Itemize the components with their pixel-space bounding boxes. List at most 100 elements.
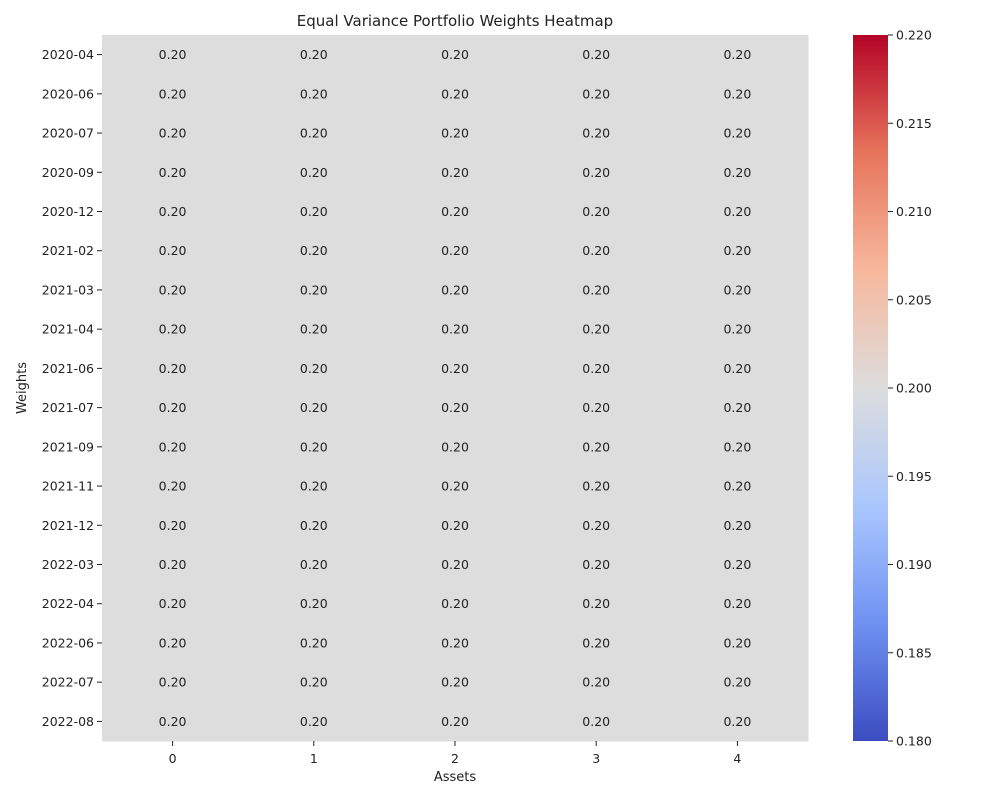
cell-value-label: 0.20 (159, 714, 187, 729)
cell-value-label: 0.20 (300, 282, 328, 297)
heatmap-cell (384, 191, 527, 232)
cell-value-label: 0.20 (159, 322, 187, 337)
heatmap-cell (666, 74, 809, 114)
cell-value-label: 0.20 (441, 596, 469, 611)
cell-value-label: 0.20 (723, 557, 751, 572)
heatmap-cell (525, 35, 668, 75)
cell-value-label: 0.20 (723, 596, 751, 611)
heatmap-cell (384, 270, 527, 311)
y-axis-ticks: 2020-04 2020-06 2020-07 2020-09 2020-12 2021-… (42, 47, 102, 729)
cell-value-label: 0.20 (300, 479, 328, 494)
colorbar-tick-label: 0.205 (896, 292, 932, 307)
heatmap-cell (525, 584, 668, 624)
cell-value-label: 0.20 (159, 86, 187, 101)
heatmap-cell (384, 152, 527, 193)
x-axis-ticks: 0 1 2 3 4 (169, 741, 741, 766)
cell-value-label: 0.20 (300, 635, 328, 650)
heatmap-cell (102, 35, 244, 75)
cell-value-label: 0.20 (159, 479, 187, 494)
heatmap-cell (243, 662, 385, 703)
heatmap-cell (384, 35, 527, 75)
cell-value-label: 0.20 (300, 557, 328, 572)
cell-value-label: 0.20 (441, 243, 469, 258)
heatmap-cell (102, 623, 244, 664)
heatmap-cell (384, 544, 527, 585)
cell-value-label: 0.20 (441, 86, 469, 101)
heatmap-cell (666, 701, 809, 742)
cell-value-label: 0.20 (723, 361, 751, 376)
cell-value-label: 0.20 (300, 165, 328, 180)
heatmap-cell (666, 388, 809, 428)
heatmap-cell (102, 544, 244, 585)
x-tick-label: 1 (310, 751, 318, 766)
heatmap-cell (666, 35, 809, 75)
cell-value-label: 0.20 (582, 439, 610, 454)
heatmap-cell (243, 427, 385, 467)
heatmap-cell (384, 701, 527, 742)
colorbar-tick-label: 0.180 (896, 734, 932, 749)
cell-value-label: 0.20 (723, 439, 751, 454)
cell-value-label: 0.20 (300, 518, 328, 533)
heatmap-cell (666, 348, 809, 389)
cell-value-label: 0.20 (582, 635, 610, 650)
heatmap-cell (243, 701, 385, 742)
cell-value-label: 0.20 (723, 47, 751, 62)
y-tick-label: 2021-11 (42, 479, 94, 494)
y-tick-label: 2022-06 (42, 635, 94, 650)
colorbar-tick-label: 0.190 (896, 557, 932, 572)
cell-value-label: 0.20 (159, 47, 187, 62)
y-tick-label: 2020-12 (42, 204, 94, 219)
cell-value-label: 0.20 (441, 322, 469, 337)
cell-value-label: 0.20 (441, 47, 469, 62)
heatmap-cell (384, 662, 527, 703)
y-tick-label: 2022-07 (42, 675, 94, 690)
cell-value-label: 0.20 (159, 126, 187, 141)
cell-value-label: 0.20 (582, 675, 610, 690)
heatmap-cell (525, 74, 668, 114)
cell-value-label: 0.20 (300, 439, 328, 454)
y-tick-label: 2021-09 (42, 439, 94, 454)
heatmap-cell (102, 388, 244, 428)
cell-value-label: 0.20 (441, 479, 469, 494)
heatmap-cell (384, 505, 527, 546)
heatmap-cell (384, 427, 527, 467)
cell-value-label: 0.20 (723, 86, 751, 101)
x-tick-label: 4 (733, 751, 741, 766)
heatmap-cell (102, 348, 244, 389)
heatmap-cell (384, 231, 527, 271)
heatmap-cell (525, 662, 668, 703)
heatmap-cell (666, 584, 809, 624)
y-tick-label: 2022-04 (42, 596, 94, 611)
cell-value-label: 0.20 (723, 282, 751, 297)
cell-value-label: 0.20 (159, 518, 187, 533)
y-tick-label: 2020-04 (42, 47, 94, 62)
heatmap-cell (243, 505, 385, 546)
heatmap-cell (525, 623, 668, 664)
heatmap-cell (384, 348, 527, 389)
colorbar-tick-label: 0.195 (896, 469, 932, 484)
heatmap-cell (525, 270, 668, 311)
cell-value-label: 0.20 (441, 439, 469, 454)
heatmap-cell (525, 231, 668, 271)
cell-value-label: 0.20 (159, 282, 187, 297)
y-tick-label: 2021-12 (42, 518, 94, 533)
heatmap-cell (525, 191, 668, 232)
y-tick-label: 2022-03 (42, 557, 94, 572)
colorbar-tick-label: 0.185 (896, 645, 932, 660)
cell-value-label: 0.20 (582, 165, 610, 180)
heatmap-cell (525, 544, 668, 585)
heatmap-cell (525, 388, 668, 428)
colorbar-tick-label: 0.210 (896, 204, 932, 219)
cell-value-label: 0.20 (300, 361, 328, 376)
cell-value-label: 0.20 (441, 557, 469, 572)
heatmap-cell (102, 584, 244, 624)
heatmap-cell (243, 544, 385, 585)
cell-value-label: 0.20 (159, 400, 187, 415)
cell-value-label: 0.20 (723, 204, 751, 219)
heatmap-cell (525, 348, 668, 389)
heatmap-cell (525, 309, 668, 350)
cell-value-label: 0.20 (441, 400, 469, 415)
cell-value-label: 0.20 (723, 714, 751, 729)
cell-value-label: 0.20 (300, 400, 328, 415)
